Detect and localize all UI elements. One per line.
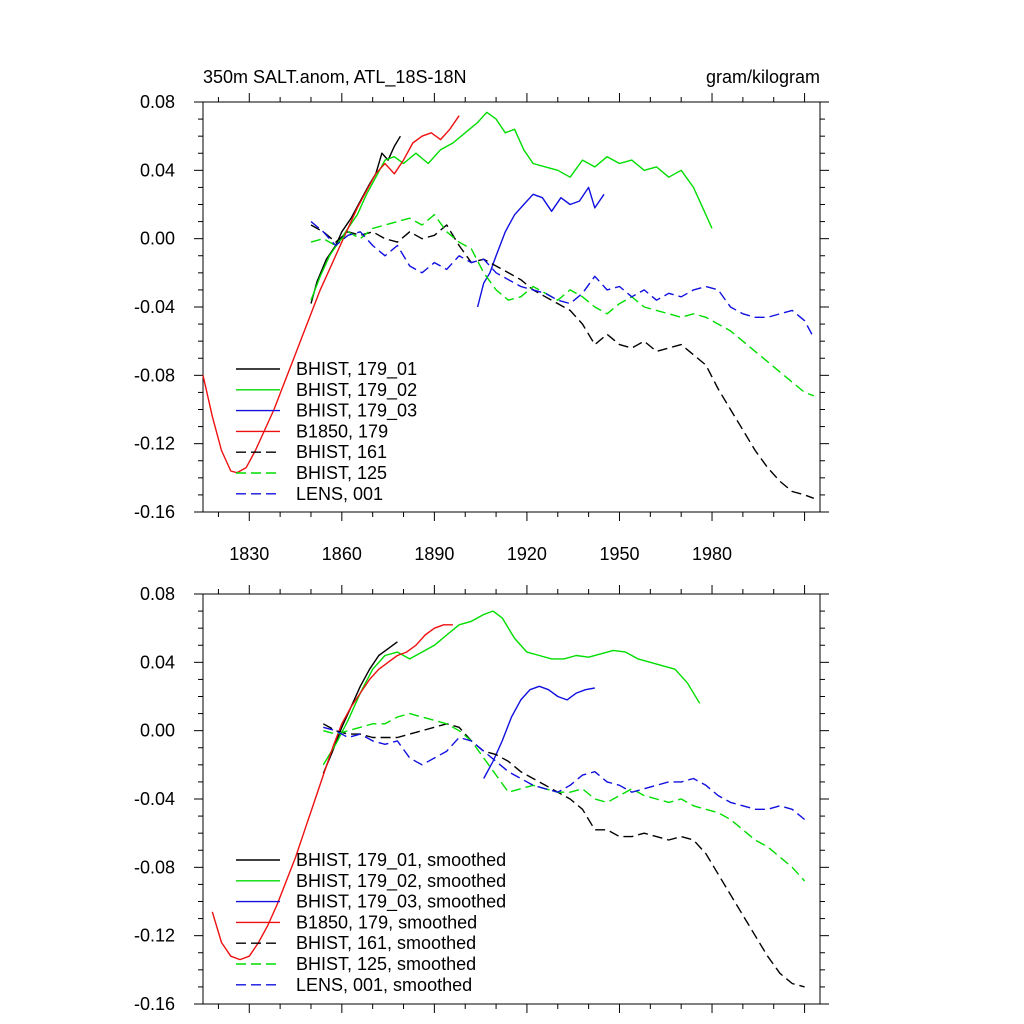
legend-label: BHIST, 179_03, smoothed (296, 892, 506, 913)
legend-label: BHIST, 161, smoothed (296, 933, 476, 953)
top-panel: 350m SALT.anom, ATL_18S-18N gram/kilogra… (134, 67, 829, 564)
y-tick-label: 0.00 (140, 721, 175, 741)
legend-label: BHIST, 179_01, smoothed (296, 850, 506, 871)
series-line (310, 224, 815, 499)
series-line (322, 723, 805, 988)
y-tick-label: -0.12 (134, 434, 175, 454)
x-tick-label: 1890 (414, 544, 454, 564)
axis-ticks: 1830 1860 1890 1920 1950 1980 -0.16 -0.12 -0.08 -… (134, 92, 829, 564)
legend-label: BHIST, 179_01 (296, 359, 417, 380)
series-line (483, 685, 595, 779)
legend-label: BHIST, 161 (296, 442, 387, 462)
y-tick-label: 0.04 (140, 652, 175, 672)
series-line (310, 111, 713, 301)
x-tick-label: 1920 (507, 544, 547, 564)
x-tick-label: 1950 (599, 544, 639, 564)
x-tick-label: 1860 (322, 544, 362, 564)
y-tick-label: -0.16 (134, 994, 175, 1014)
legend-label: BHIST, 125, smoothed (296, 954, 476, 974)
legend-label: B1850, 179, smoothed (296, 912, 477, 932)
y-tick-label: -0.04 (134, 789, 175, 809)
panel-title: 350m SALT.anom, ATL_18S-18N (203, 67, 466, 88)
y-tick-label: 0.04 (140, 160, 175, 180)
legend-label: BHIST, 125 (296, 463, 387, 483)
series-line (310, 135, 402, 304)
series-line (323, 726, 806, 821)
series-line (323, 712, 806, 882)
y-tick-label: -0.08 (134, 857, 175, 877)
legend-label: BHIST, 179_02 (296, 380, 417, 401)
y-tick-label: 0.00 (140, 229, 175, 249)
legend-label: B1850, 179 (296, 421, 388, 441)
x-tick-label: 1830 (229, 544, 269, 564)
y-tick-label: -0.12 (134, 926, 175, 946)
legend-label: LENS, 001 (296, 484, 383, 504)
axis-ticks: -0.16 -0.12 -0.08 -0.04 0.00 0.04 0.08 (134, 584, 829, 1014)
series-line (310, 214, 815, 397)
series-line (211, 624, 453, 961)
legend-label: BHIST, 179_02, smoothed (296, 871, 506, 892)
series-lines (211, 610, 806, 988)
legend-label: LENS, 001, smoothed (296, 975, 472, 995)
y-tick-label: -0.16 (134, 502, 175, 522)
series-line (310, 221, 815, 339)
series-line (322, 610, 701, 766)
units-label: gram/kilogram (706, 67, 820, 87)
y-tick-label: -0.04 (134, 297, 175, 317)
bottom-panel: -0.16 -0.12 -0.08 -0.04 0.00 0.04 0.08 BHIST, … (134, 584, 829, 1014)
series-lines (202, 111, 815, 499)
x-tick-label: 1980 (692, 544, 732, 564)
y-tick-label: -0.08 (134, 365, 175, 385)
series-line (322, 641, 398, 774)
y-tick-label: 0.08 (140, 584, 175, 604)
legend-label: BHIST, 179_03 (296, 401, 417, 422)
y-tick-label: 0.08 (140, 92, 175, 112)
series-line (202, 115, 460, 474)
